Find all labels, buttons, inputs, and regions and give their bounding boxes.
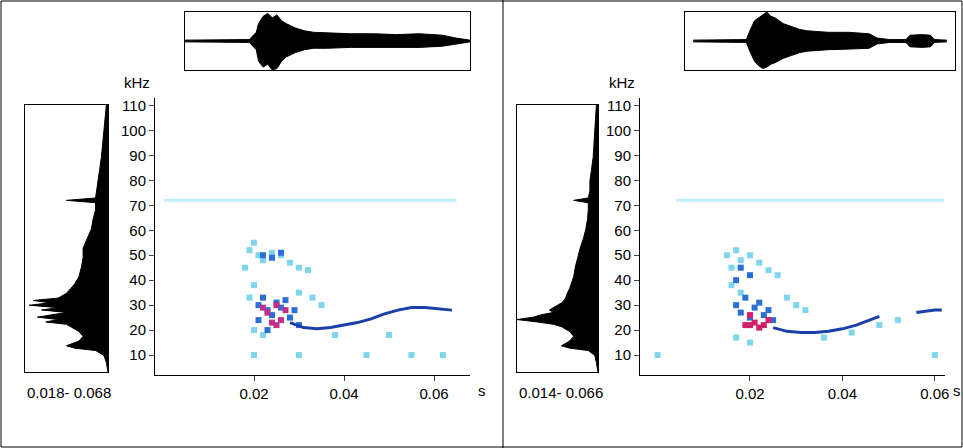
- svg-text:50: 50: [129, 246, 146, 263]
- svg-text:40: 40: [614, 271, 631, 288]
- svg-text:kHz: kHz: [124, 74, 150, 91]
- svg-text:80: 80: [129, 172, 146, 189]
- svg-text:0.04: 0.04: [828, 385, 857, 402]
- svg-text:70: 70: [129, 197, 146, 214]
- svg-text:0.06: 0.06: [920, 385, 949, 402]
- svg-text:90: 90: [614, 147, 631, 164]
- svg-text:40: 40: [129, 271, 146, 288]
- svg-text:30: 30: [614, 296, 631, 313]
- svg-text:20: 20: [129, 321, 146, 338]
- svg-text:70: 70: [614, 197, 631, 214]
- svg-text:0.04: 0.04: [329, 385, 358, 402]
- svg-text:20: 20: [614, 321, 631, 338]
- svg-text:0.018- 0.068: 0.018- 0.068: [27, 384, 111, 401]
- svg-text:s: s: [953, 382, 961, 399]
- svg-text:80: 80: [614, 172, 631, 189]
- svg-text:kHz: kHz: [609, 74, 635, 91]
- svg-text:100: 100: [121, 122, 146, 139]
- svg-text:10: 10: [614, 346, 631, 363]
- svg-text:10: 10: [129, 346, 146, 363]
- svg-text:s: s: [478, 382, 486, 399]
- svg-text:110: 110: [607, 97, 631, 114]
- svg-text:90: 90: [129, 147, 146, 164]
- svg-text:0.02: 0.02: [735, 385, 764, 402]
- svg-text:0.02: 0.02: [239, 385, 268, 402]
- svg-text:30: 30: [129, 296, 146, 313]
- svg-text:60: 60: [614, 222, 631, 239]
- svg-text:100: 100: [606, 122, 631, 139]
- svg-text:0.06: 0.06: [419, 385, 448, 402]
- svg-text:110: 110: [122, 97, 146, 114]
- svg-text:60: 60: [129, 222, 146, 239]
- svg-text:0.014- 0.066: 0.014- 0.066: [519, 384, 603, 401]
- svg-text:50: 50: [614, 246, 631, 263]
